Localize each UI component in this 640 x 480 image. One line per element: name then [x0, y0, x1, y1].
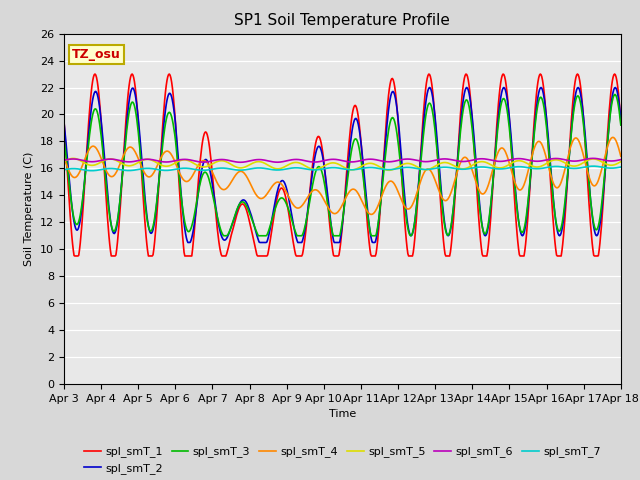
spl_smT_6: [617, 157, 625, 163]
Line: spl_smT_7: spl_smT_7: [64, 166, 621, 171]
spl_smT_7: [60, 167, 68, 173]
spl_smT_1: [185, 253, 193, 259]
Line: spl_smT_1: spl_smT_1: [64, 74, 621, 256]
spl_smT_2: [500, 84, 508, 90]
spl_smT_4: [60, 155, 68, 161]
spl_smT_5: [385, 168, 393, 173]
spl_smT_7: [88, 168, 96, 174]
spl_smT_5: [70, 156, 77, 161]
spl_smT_7: [589, 163, 596, 169]
spl_smT_7: [411, 165, 419, 171]
spl_smT_1: [617, 118, 625, 124]
Line: spl_smT_2: spl_smT_2: [64, 87, 621, 242]
spl_smT_3: [617, 122, 625, 128]
spl_smT_6: [70, 156, 78, 162]
Line: spl_smT_3: spl_smT_3: [64, 95, 621, 236]
spl_smT_3: [184, 228, 192, 234]
spl_smT_7: [428, 166, 435, 172]
spl_smT_1: [214, 233, 222, 239]
spl_smT_4: [70, 175, 78, 180]
spl_smT_1: [60, 118, 68, 124]
spl_smT_6: [184, 156, 192, 162]
spl_smT_2: [127, 87, 135, 93]
spl_smT_7: [70, 166, 78, 171]
spl_smT_7: [128, 168, 136, 173]
spl_smT_4: [428, 168, 435, 174]
spl_smT_7: [214, 166, 222, 171]
spl_smT_2: [428, 87, 435, 93]
spl_smT_5: [185, 158, 193, 164]
spl_smT_1: [611, 71, 618, 77]
Y-axis label: Soil Temperature (C): Soil Temperature (C): [24, 152, 35, 266]
spl_smT_4: [127, 144, 135, 150]
spl_smT_1: [128, 71, 136, 77]
spl_smT_6: [589, 156, 596, 161]
spl_smT_4: [367, 212, 375, 217]
spl_smT_1: [411, 235, 419, 241]
spl_smT_1: [428, 77, 435, 83]
spl_smT_3: [70, 216, 78, 222]
spl_smT_7: [185, 166, 193, 171]
Line: spl_smT_6: spl_smT_6: [64, 158, 621, 162]
Title: SP1 Soil Temperature Profile: SP1 Soil Temperature Profile: [234, 13, 451, 28]
spl_smT_2: [70, 219, 78, 225]
spl_smT_4: [609, 134, 617, 140]
spl_smT_6: [214, 157, 221, 163]
spl_smT_3: [611, 92, 618, 97]
spl_smT_7: [617, 164, 625, 170]
spl_smT_4: [214, 180, 221, 186]
spl_smT_3: [127, 100, 135, 106]
spl_smT_1: [71, 253, 79, 259]
spl_smT_1: [70, 253, 78, 259]
spl_smT_2: [60, 120, 68, 125]
Text: TZ_osu: TZ_osu: [72, 48, 121, 61]
spl_smT_5: [214, 158, 222, 164]
spl_smT_3: [214, 214, 221, 220]
spl_smT_6: [428, 158, 435, 164]
spl_smT_3: [220, 233, 228, 239]
spl_smT_4: [617, 154, 625, 159]
spl_smT_6: [411, 157, 419, 163]
spl_smT_2: [411, 218, 419, 224]
spl_smT_5: [428, 165, 436, 171]
spl_smT_6: [60, 157, 68, 163]
spl_smT_5: [60, 159, 68, 165]
Line: spl_smT_5: spl_smT_5: [64, 158, 621, 170]
spl_smT_4: [411, 196, 419, 202]
spl_smT_5: [128, 162, 136, 168]
spl_smT_6: [237, 159, 244, 165]
spl_smT_3: [60, 136, 68, 142]
Legend: spl_smT_1, spl_smT_2, spl_smT_3, spl_smT_4, spl_smT_5, spl_smT_6, spl_smT_7: spl_smT_1, spl_smT_2, spl_smT_3, spl_smT…: [80, 442, 605, 479]
spl_smT_2: [184, 240, 192, 245]
spl_smT_5: [617, 159, 625, 165]
spl_smT_3: [428, 103, 435, 108]
Line: spl_smT_4: spl_smT_4: [64, 137, 621, 215]
spl_smT_6: [127, 159, 135, 165]
spl_smT_5: [412, 163, 419, 169]
spl_smT_3: [411, 218, 419, 224]
spl_smT_2: [617, 116, 625, 121]
spl_smT_2: [214, 219, 222, 225]
spl_smT_5: [71, 156, 79, 161]
spl_smT_2: [185, 240, 193, 245]
spl_smT_4: [184, 178, 192, 184]
X-axis label: Time: Time: [329, 409, 356, 419]
